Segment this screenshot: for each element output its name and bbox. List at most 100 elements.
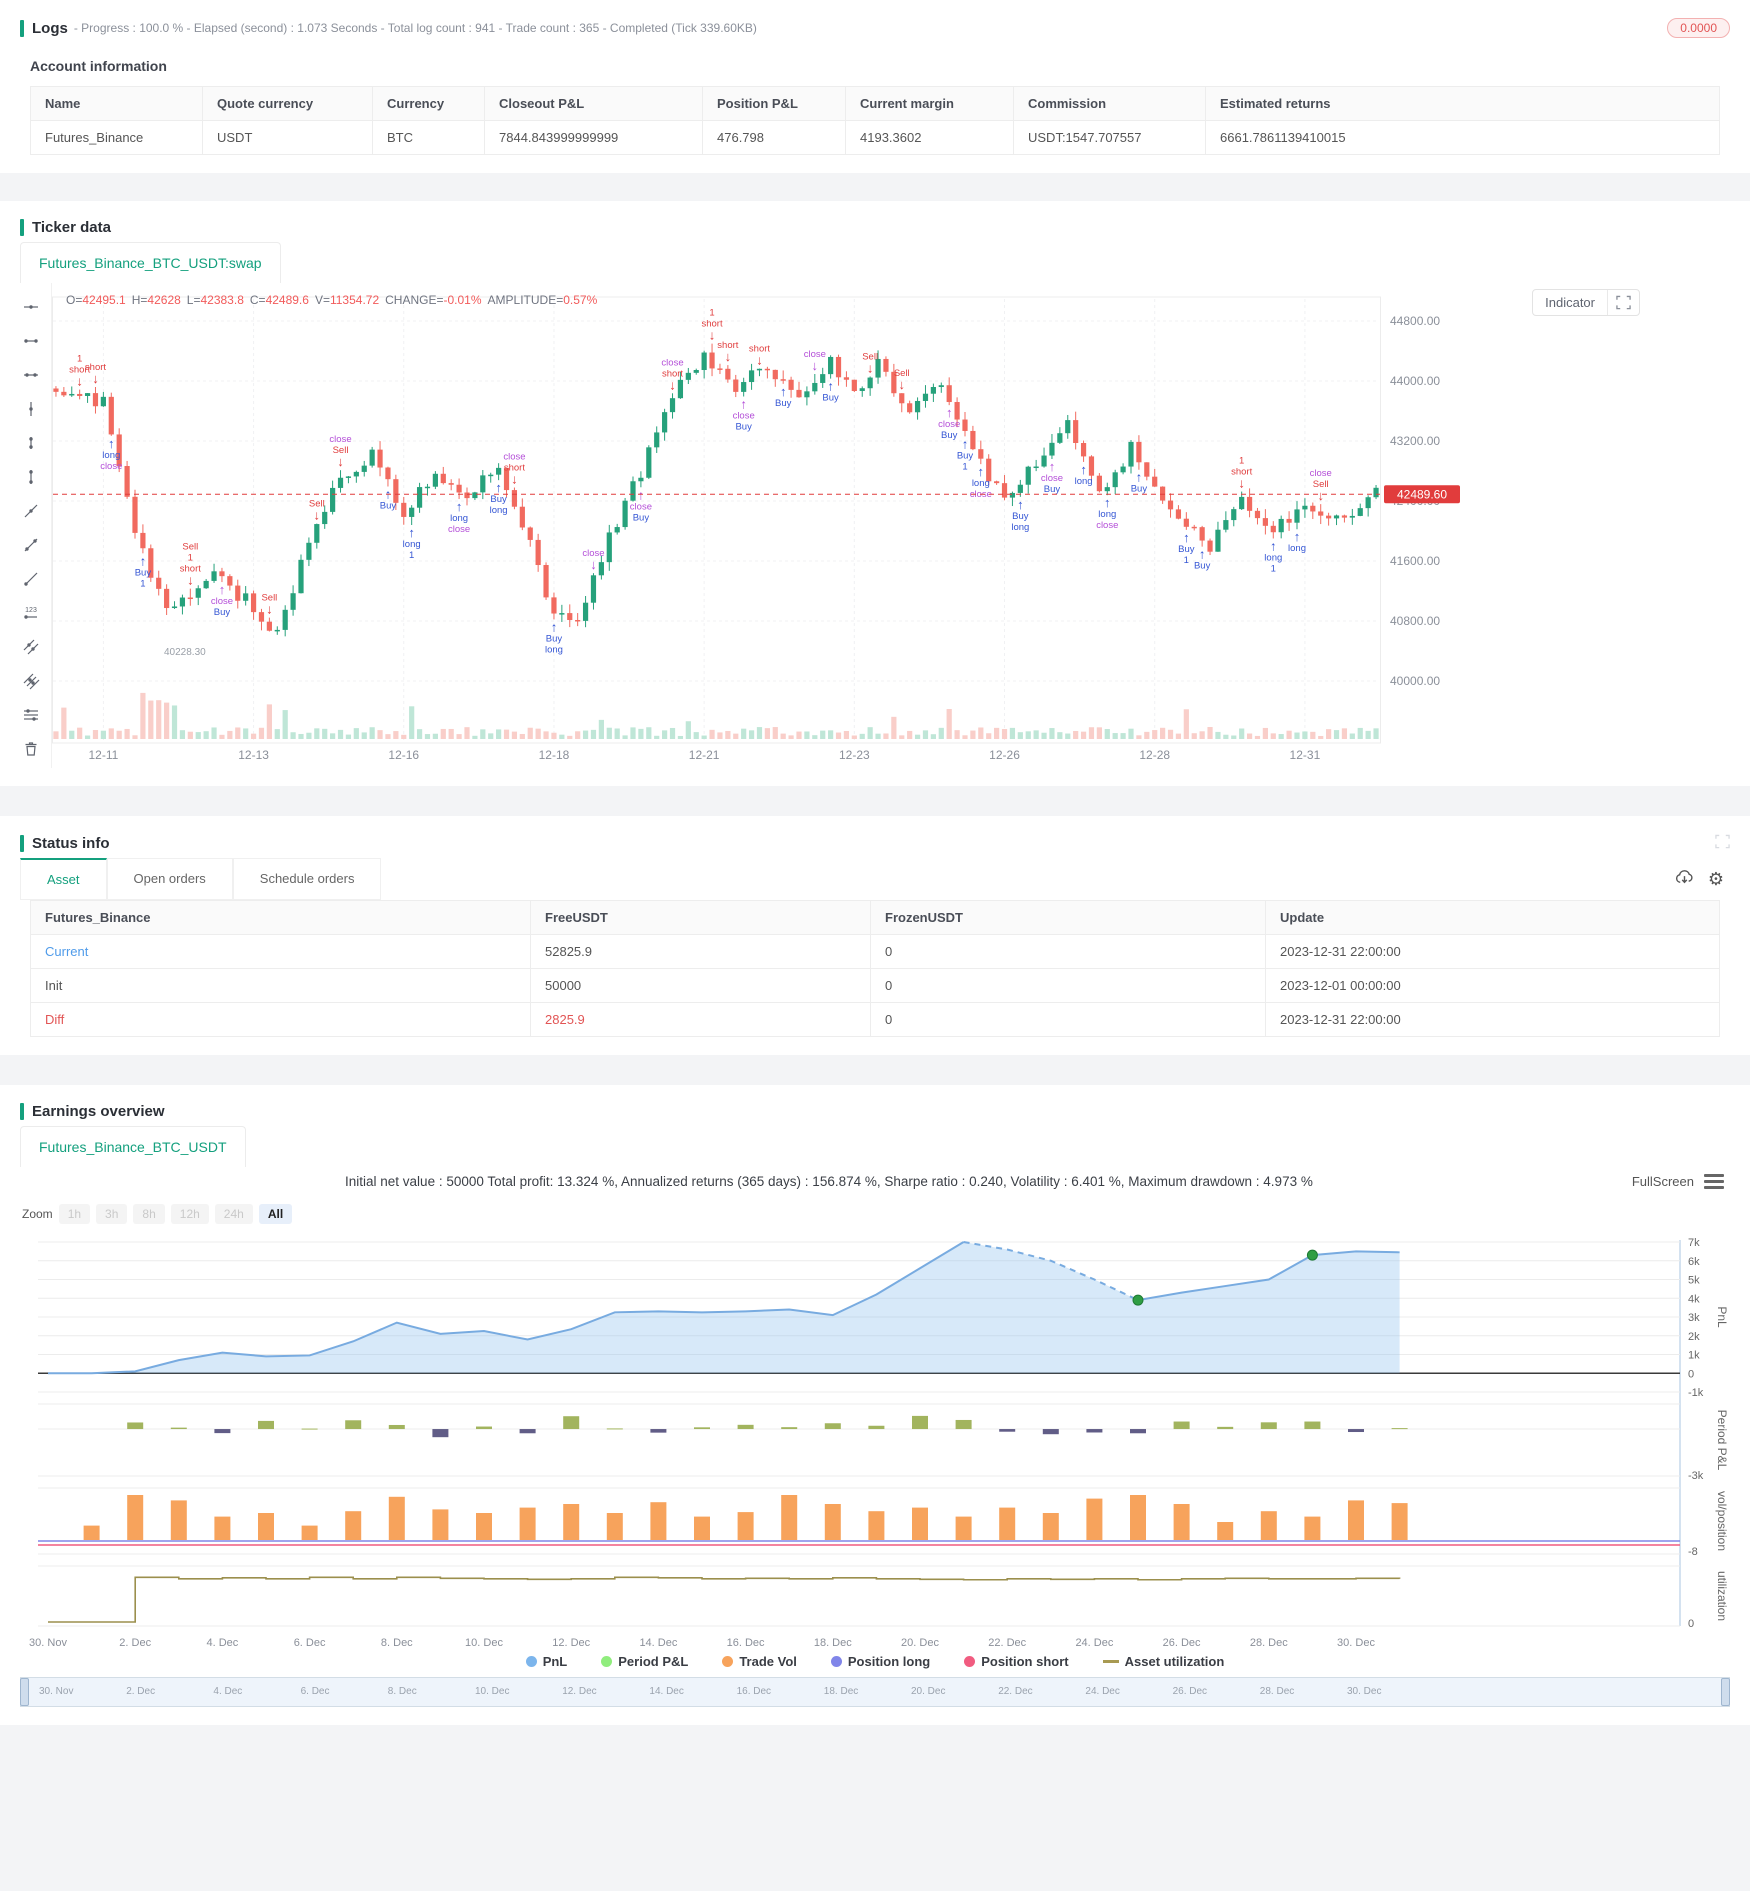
trade-marker-label: 1 (709, 308, 714, 319)
trade-vol-bar (868, 1511, 885, 1540)
period-pnl-bar (127, 1422, 144, 1430)
status-expand-icon[interactable] (1715, 834, 1730, 852)
period-pnl-bar (214, 1429, 231, 1434)
horizontal-segment-icon[interactable] (21, 331, 41, 351)
status-tab-open-orders[interactable]: Open orders (106, 858, 233, 900)
trade-marker-label: close (630, 501, 652, 512)
earnings-time-label: 28. Dec (1250, 1637, 1288, 1649)
legend-item-trade-vol[interactable]: Trade Vol (722, 1654, 797, 1669)
chart-fullscreen-icon[interactable] (1608, 290, 1639, 315)
navigator-left-handle[interactable] (20, 1678, 29, 1706)
trade-marker-label: long (1098, 509, 1116, 520)
fib-lines-icon[interactable] (21, 705, 41, 725)
ohlc-segment: V=11354.72 (314, 293, 380, 307)
account-cell: 476.798 (702, 120, 846, 155)
period-pnl-bar (519, 1429, 536, 1434)
earnings-time-label: 26. Dec (1163, 1637, 1201, 1649)
period-pnl-bar (388, 1424, 405, 1430)
period-pnl-bar (563, 1416, 580, 1430)
zoom-button-24h[interactable]: 24h (214, 1204, 253, 1224)
legend-item-position-long[interactable]: Position long (830, 1654, 930, 1669)
trade-marker-label: short (701, 319, 722, 330)
price-note-icon[interactable]: 123 (21, 603, 41, 623)
horizontal-line-icon[interactable] (21, 365, 41, 385)
vertical-segment-icon[interactable] (21, 433, 41, 453)
trade-marker-label: short (1231, 467, 1252, 478)
legend-item-pnl[interactable]: PnL (525, 1654, 568, 1669)
indicator-label[interactable]: Indicator (1533, 290, 1608, 315)
zoom-button-3h[interactable]: 3h (96, 1204, 128, 1224)
trend-segment-icon[interactable] (21, 535, 41, 555)
account-cell: 7844.843999999999 (484, 120, 703, 155)
legend-item-asset-utilization[interactable]: Asset utilization (1102, 1654, 1224, 1669)
legend-dot-icon (830, 1656, 842, 1667)
navigator-date-label: 6. Dec (300, 1686, 330, 1697)
vertical-ray-icon[interactable] (21, 399, 41, 419)
trade-marker-label: close (1310, 468, 1332, 479)
horizontal-ray-icon[interactable] (21, 297, 41, 317)
period-pnl-bar (868, 1425, 885, 1430)
price-axis-label: 44800.00 (1390, 314, 1440, 328)
drawing-toolbar: 123 (10, 283, 52, 768)
chart-menu-icon[interactable] (1704, 1171, 1724, 1192)
utilization-axis-title: utilization (1715, 1571, 1729, 1621)
parallel-ray-icon[interactable] (21, 637, 41, 657)
time-axis-label: 12-16 (388, 748, 419, 762)
earnings-time-label: 20. Dec (901, 1637, 939, 1649)
earnings-time-label: 14. Dec (639, 1637, 677, 1649)
earnings-chart[interactable]: 7k 6k 5k 4k 3k 2k 1k 0 -1k PnL -3k Period P&L -8 vol/… (18, 1232, 1732, 1660)
trade-marker-label: short (662, 368, 683, 379)
time-axis-label: 12-11 (88, 748, 118, 762)
parallel-lines-icon[interactable] (21, 671, 41, 691)
trade-marker-label: Sell (182, 542, 198, 553)
trade-vol-bar (694, 1516, 710, 1540)
ticker-tab[interactable]: Futures_Binance_BTC_USDT:swap (20, 242, 281, 283)
legend-label: PnL (542, 1654, 568, 1669)
earnings-time-label: 22. Dec (988, 1637, 1026, 1649)
period-pnl-bar (1348, 1429, 1364, 1433)
status-tab-schedule-orders[interactable]: Schedule orders (232, 858, 382, 900)
asset-row-label[interactable]: Current (30, 934, 531, 969)
zoom-button-all[interactable]: All (258, 1204, 293, 1224)
fullscreen-button[interactable]: FullScreen (1632, 1171, 1724, 1192)
chart-navigator[interactable]: 30. Nov 2. Dec 4. Dec 6. Dec 8. Dec 10. Dec 12… (20, 1677, 1730, 1707)
account-cell: Futures_Binance (30, 120, 203, 155)
trade-vol-bar (1086, 1498, 1103, 1540)
navigator-date-label: 4. Dec (213, 1686, 243, 1697)
zoom-button-1h[interactable]: 1h (58, 1204, 91, 1224)
zoom-button-12h[interactable]: 12h (170, 1204, 209, 1224)
trade-vol-bar (1304, 1516, 1321, 1540)
settings-gear-icon[interactable]: ⚙ (1707, 869, 1724, 889)
trend-line-icon[interactable] (21, 569, 41, 589)
navigator-right-handle[interactable] (1721, 1678, 1730, 1706)
download-icon[interactable] (1675, 869, 1694, 889)
status-tab-asset[interactable]: Asset (20, 858, 107, 900)
asset-col-header: Futures_Binance (30, 900, 531, 935)
buy-marker-arrow-icon: ↑ (219, 582, 226, 597)
trade-vol-bar (519, 1507, 536, 1540)
fullscreen-label[interactable]: FullScreen (1631, 1174, 1694, 1189)
legend-item-period-p-l[interactable]: Period P&L (601, 1654, 688, 1669)
candlestick-chart[interactable]: 44800.0044000.0043200.0042400.0041600.00… (52, 283, 1712, 765)
legend-dot-icon (601, 1656, 613, 1667)
account-col-header: Name (30, 86, 203, 121)
account-cell: BTC (372, 120, 485, 155)
trade-vol-bar (214, 1516, 231, 1540)
zoom-button-8h[interactable]: 8h (133, 1204, 165, 1224)
trade-marker-label: short (717, 340, 738, 351)
trade-vol-bar (83, 1525, 100, 1540)
period-pnl-bar (476, 1426, 492, 1430)
legend-line-icon (1102, 1660, 1119, 1663)
trade-vol-bar (650, 1502, 667, 1540)
asset-cell: 0 (870, 934, 1266, 969)
trade-vol-bar (1348, 1500, 1364, 1540)
trend-ray-icon[interactable] (21, 501, 41, 521)
delete-icon[interactable] (21, 739, 41, 759)
earnings-tab[interactable]: Futures_Binance_BTC_USDT (20, 1126, 246, 1167)
buy-marker-arrow-icon: ↑ (408, 525, 415, 540)
navigator-date-label: 28. Dec (1259, 1686, 1295, 1697)
indicator-button[interactable]: Indicator (1532, 289, 1640, 316)
trade-marker-label: 1 (188, 553, 193, 564)
vertical-line-icon[interactable] (21, 467, 41, 487)
legend-item-position-short[interactable]: Position short (964, 1654, 1069, 1669)
